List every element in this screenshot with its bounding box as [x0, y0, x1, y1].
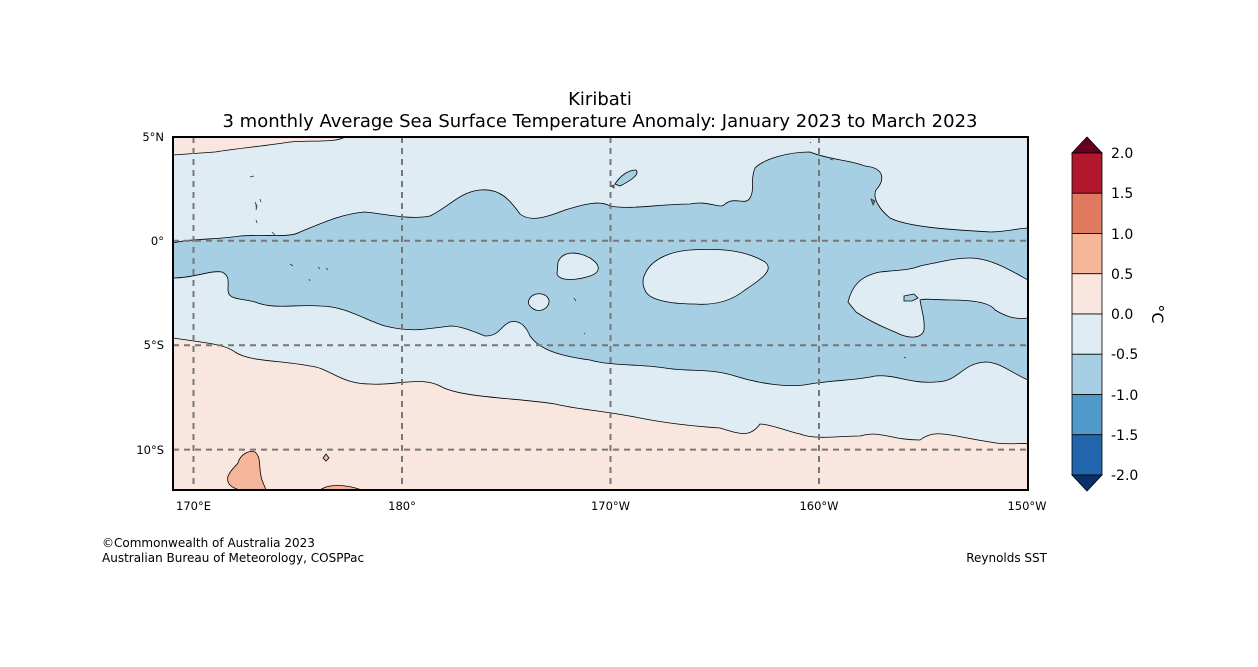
colorbar-seg-neg1.0-neg0.5 [1071, 353, 1103, 395]
island [271, 231, 276, 236]
colorbar-seg-neg0.5-0.0 [1071, 313, 1103, 355]
map-subtitle: 3 monthly Average Sea Surface Temperatur… [222, 111, 977, 132]
anomaly-light-island-4 [847, 257, 1028, 338]
anomaly-south-warm [173, 337, 1028, 490]
island [829, 158, 834, 161]
map-frame [172, 136, 1029, 491]
anomaly-cool-speck [903, 293, 919, 302]
colorbar-ticks: 2.0 1.5 1.0 0.5 0.0 -0.5 -1.0 -1.5 -2.0 [1111, 146, 1138, 484]
colorbar-unit-label: °C [1148, 304, 1167, 323]
island [317, 266, 329, 271]
colorbar-extend-low [1071, 474, 1103, 492]
lat-label-0: 0° [151, 234, 164, 248]
data-source-text: Reynolds SST [966, 551, 1047, 565]
colorbar-tick: -0.5 [1111, 347, 1138, 363]
anomaly-cool-speck-2 [614, 169, 638, 187]
colorbar-extend-high [1071, 136, 1103, 154]
island [583, 332, 586, 335]
footer-credits: ©Commonwealth of Australia 2023 Australi… [102, 536, 364, 566]
anomaly-light-island-1 [642, 248, 769, 305]
colorbar [1071, 136, 1103, 492]
lat-label-10s: 10°S [136, 443, 164, 457]
colorbar-seg-0.0-0.5 [1071, 273, 1103, 315]
colorbar-tick: 2.0 [1111, 146, 1133, 162]
colorbar-tick: 1.0 [1111, 227, 1133, 243]
island [249, 175, 255, 178]
lon-label-170e: 170°E [176, 499, 211, 513]
island [903, 356, 907, 359]
lon-label-150w: 150°W [1007, 499, 1046, 513]
island [809, 141, 812, 144]
map-title: Kiribati [568, 89, 632, 110]
colorbar-tick: -2.0 [1111, 468, 1138, 484]
island [254, 201, 258, 211]
anomaly-warm-patch-3 [322, 453, 330, 462]
island [870, 198, 876, 207]
island [573, 297, 577, 302]
agency-text: Australian Bureau of Meteorology, COSPPa… [102, 551, 365, 565]
map-panel [173, 137, 1028, 490]
lon-label-160w: 160°W [799, 499, 838, 513]
colorbar-seg-neg1.5-neg1.0 [1071, 394, 1103, 436]
colorbar-tick: -1.5 [1111, 428, 1138, 444]
colorbar-tick: 0.5 [1111, 267, 1133, 283]
anomaly-warm-patch-1 [227, 451, 267, 490]
colorbar-tick: 1.5 [1111, 186, 1133, 202]
anomaly-light-island-3 [527, 293, 550, 311]
island [610, 184, 615, 189]
island [255, 219, 258, 224]
graticule [173, 137, 1028, 490]
lat-label-5n: 5°N [142, 130, 164, 144]
anomaly-north-warm [173, 137, 346, 156]
colorbar-seg-1.0-1.5 [1071, 192, 1103, 234]
island [289, 263, 294, 267]
colorbar-seg-0.5-1.0 [1071, 233, 1103, 275]
colorbar-tick: 0.0 [1111, 307, 1133, 323]
islands [249, 141, 907, 359]
anomaly-light-island-2 [556, 252, 599, 280]
island [259, 198, 262, 203]
lat-label-5s: 5°S [144, 338, 164, 352]
colorbar-seg-1.5-2.0 [1071, 152, 1103, 194]
colorbar-tick: -1.0 [1111, 388, 1138, 404]
island [308, 278, 311, 282]
lon-label-170w: 170°W [591, 499, 630, 513]
colorbar-seg-neg2.0-neg1.5 [1071, 434, 1103, 476]
lon-label-180: 180° [388, 499, 416, 513]
copyright-text: ©Commonwealth of Australia 2023 [102, 536, 315, 550]
anomaly-central-cool [173, 151, 1028, 386]
